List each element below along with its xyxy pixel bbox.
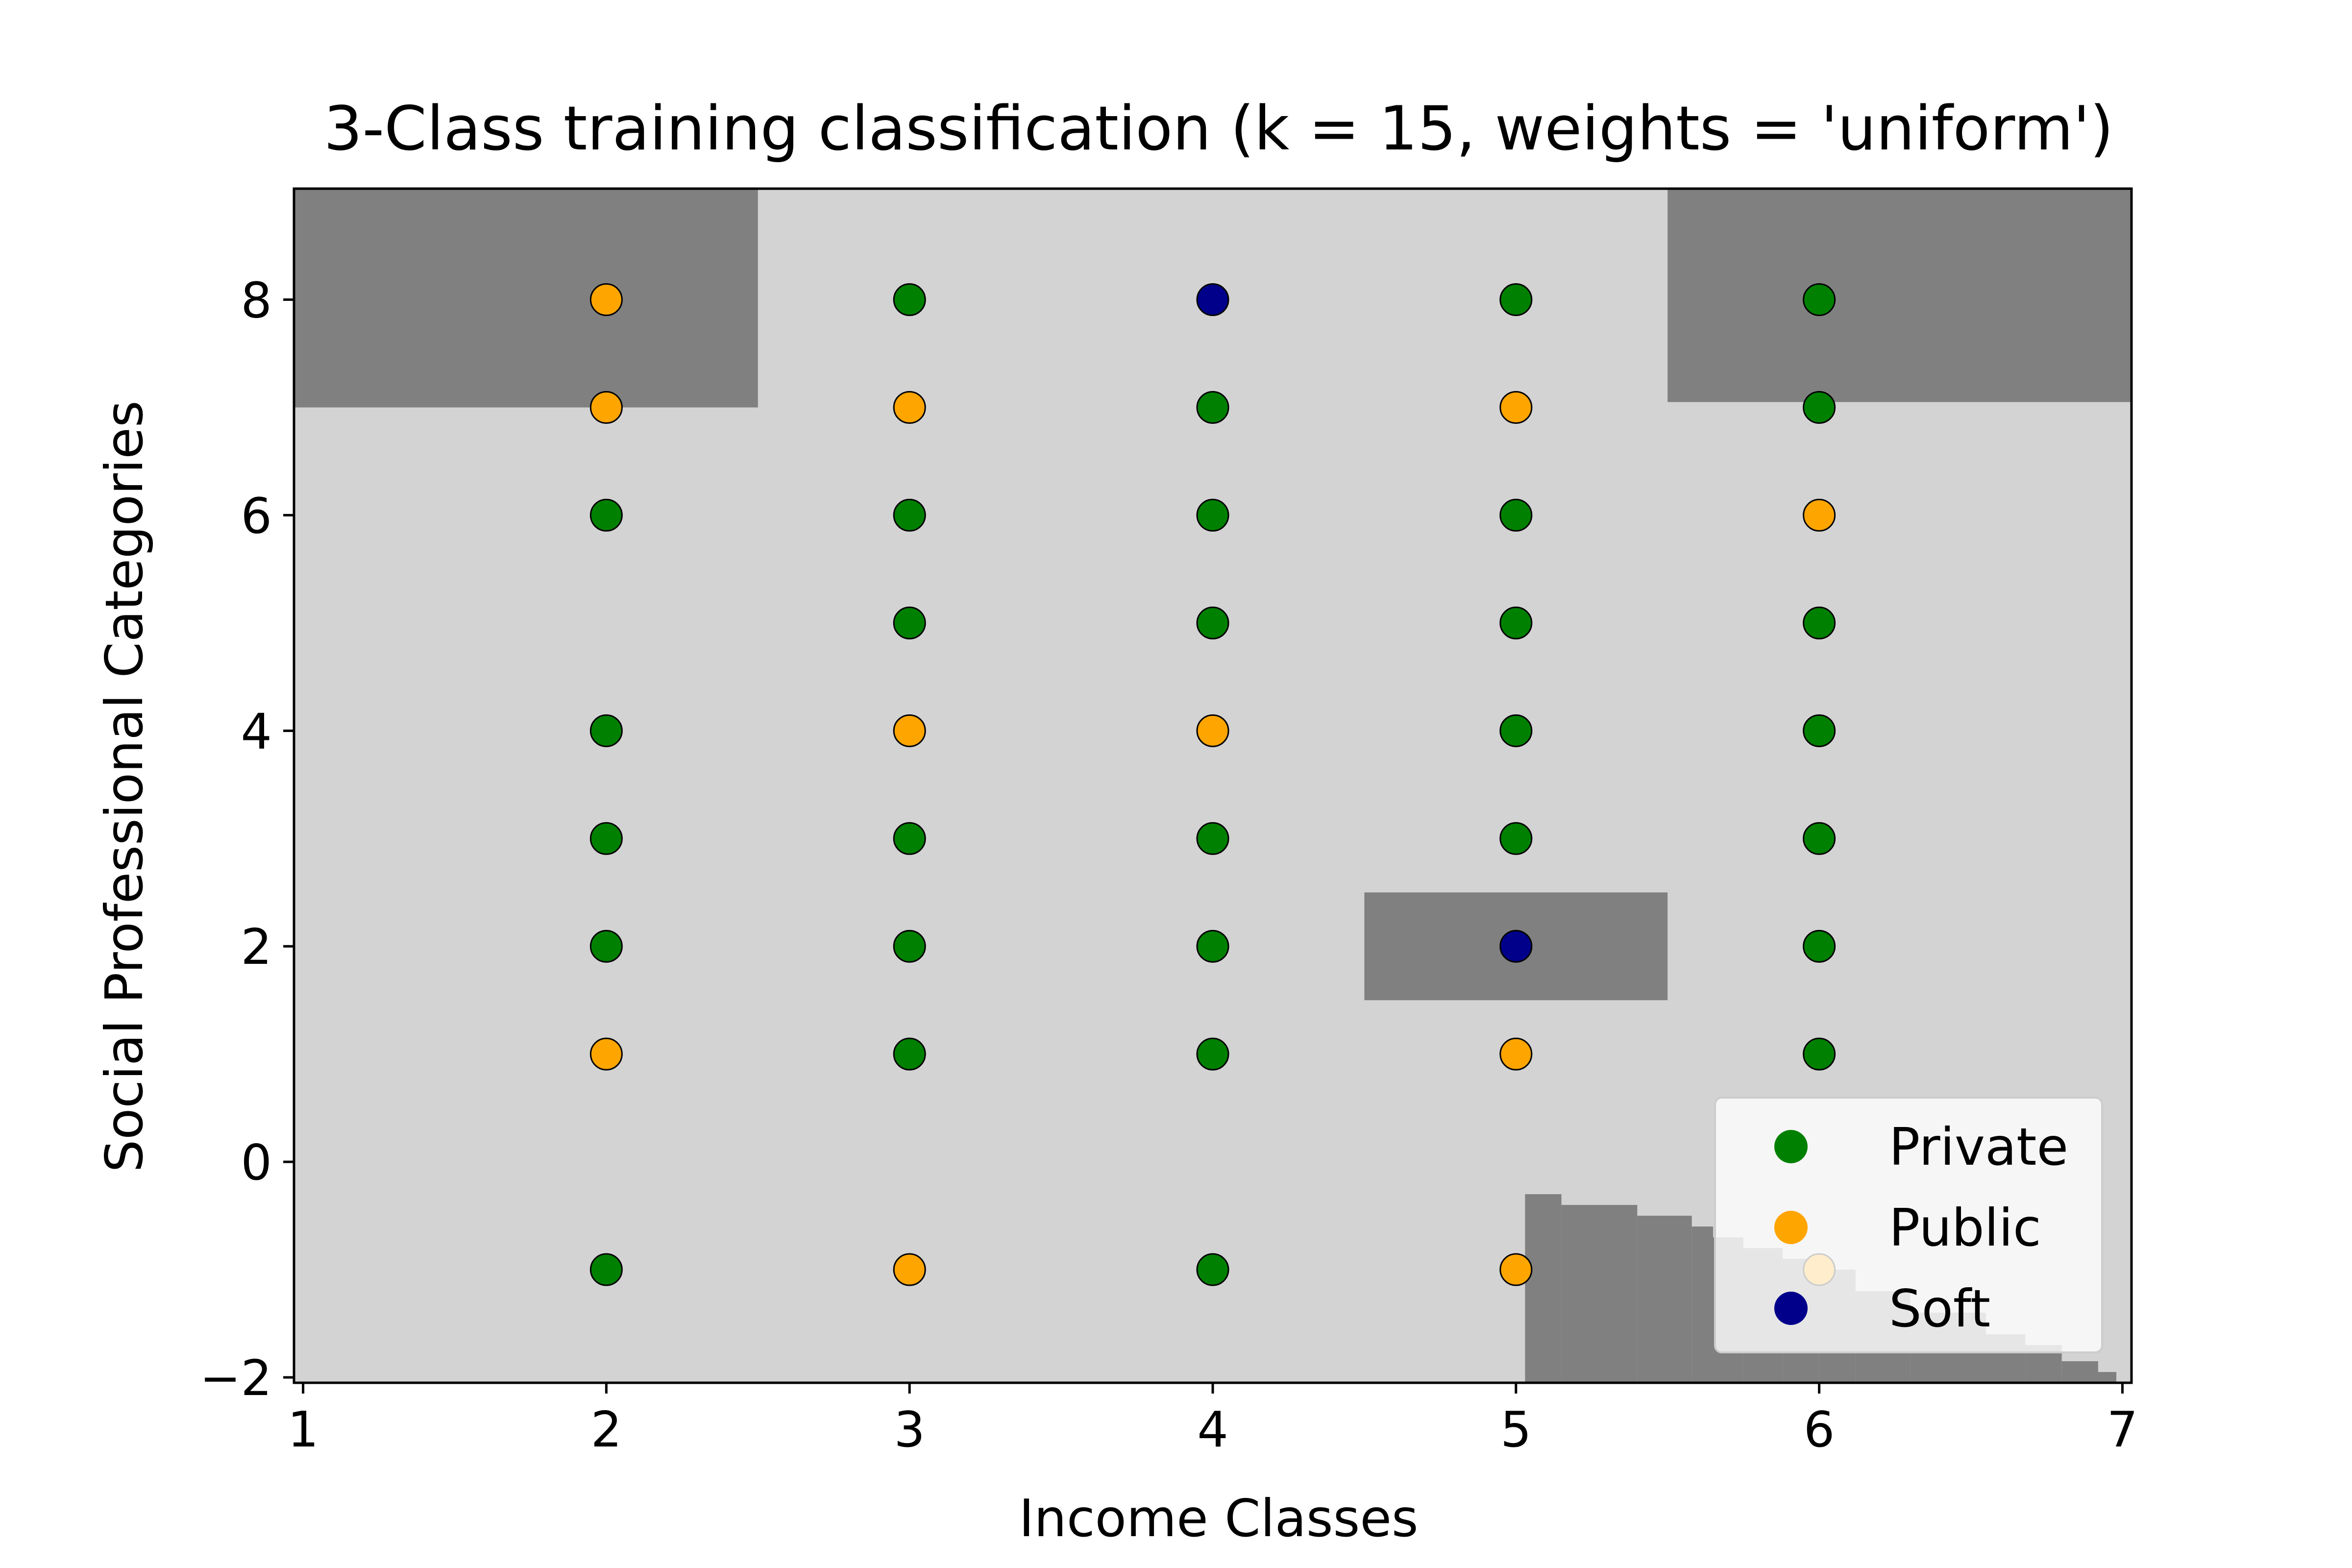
- data-point-public: [589, 391, 623, 424]
- x-axis-ticks: 1 2 3 4 5 6 7: [288, 1383, 2138, 1458]
- legend-label-public: Public: [1889, 1198, 2041, 1258]
- data-point-private: [1196, 606, 1229, 639]
- legend-marker-public: [1774, 1211, 1808, 1244]
- decision-region: [1525, 1194, 1562, 1383]
- y-tick-label: −2: [200, 1349, 272, 1407]
- x-axis-label: Income Classes: [1019, 1489, 1418, 1548]
- legend-box: [1714, 1097, 2103, 1353]
- data-point-private: [893, 930, 926, 963]
- x-tick-label: 7: [2107, 1401, 2138, 1458]
- data-point-public: [1196, 714, 1229, 747]
- data-point-private: [893, 283, 926, 317]
- x-tick-label: 5: [1500, 1401, 1532, 1458]
- data-point-private: [1803, 606, 1836, 639]
- y-tick-label: 4: [241, 703, 272, 760]
- data-point-private: [589, 498, 623, 532]
- data-point-private: [1196, 1253, 1229, 1286]
- decision-region: [1561, 1205, 1638, 1383]
- data-point-public: [893, 1253, 926, 1286]
- data-point-private: [1803, 283, 1836, 317]
- data-point-soft: [1196, 283, 1229, 317]
- data-point-public: [893, 391, 926, 424]
- data-point-private: [1499, 714, 1533, 747]
- data-point-public: [893, 714, 926, 747]
- data-point-private: [893, 606, 926, 639]
- data-point-public: [589, 283, 623, 317]
- decision-region: [1691, 1226, 1714, 1383]
- plot-area: [293, 187, 2133, 1384]
- data-point-private: [589, 930, 623, 963]
- y-tick-label: 0: [241, 1134, 272, 1191]
- decision-region: [2061, 1361, 2098, 1383]
- x-tick-label: 2: [591, 1401, 622, 1458]
- x-tick-label: 4: [1197, 1401, 1228, 1458]
- x-tick-label: 1: [288, 1401, 319, 1458]
- y-axis-ticks: −2 0 2 4 6 8: [200, 272, 294, 1407]
- data-point-private: [1499, 822, 1533, 855]
- legend-marker-soft: [1774, 1292, 1808, 1325]
- data-point-private: [589, 822, 623, 855]
- data-point-private: [589, 1253, 623, 1286]
- data-point-private: [1196, 391, 1229, 424]
- legend-marker-private: [1774, 1130, 1808, 1163]
- data-point-private: [1803, 930, 1836, 963]
- data-point-private: [1499, 283, 1533, 317]
- data-point-private: [1196, 930, 1229, 963]
- data-point-private: [893, 822, 926, 855]
- y-tick-label: 2: [241, 918, 272, 976]
- decision-region: [1637, 1216, 1692, 1383]
- data-point-private: [1803, 714, 1836, 747]
- data-point-public: [1803, 498, 1836, 532]
- data-point-private: [1803, 391, 1836, 424]
- data-point-private: [1196, 822, 1229, 855]
- data-point-private: [589, 714, 623, 747]
- legend-label-soft: Soft: [1889, 1279, 1990, 1339]
- y-axis-label: Social Professional Categories: [95, 400, 154, 1172]
- data-point-public: [589, 1037, 623, 1071]
- chart-title: 3-Class training classification (k = 15,…: [324, 94, 2114, 164]
- decision-region: [1667, 189, 2132, 402]
- decision-region: [294, 189, 758, 408]
- data-point-soft: [1499, 930, 1533, 963]
- data-point-private: [893, 498, 926, 532]
- data-point-private: [1803, 822, 1836, 855]
- legend: Private Public Soft: [1714, 1097, 2103, 1353]
- data-point-private: [1803, 1037, 1836, 1071]
- legend-label-private: Private: [1889, 1117, 2068, 1177]
- data-point-private: [1499, 606, 1533, 639]
- data-point-public: [1499, 391, 1533, 424]
- data-point-private: [893, 1037, 926, 1071]
- decision-region: [2098, 1372, 2117, 1383]
- x-tick-label: 3: [894, 1401, 925, 1458]
- data-point-public: [1499, 1253, 1533, 1286]
- y-tick-label: 6: [241, 487, 272, 544]
- data-point-private: [1196, 498, 1229, 532]
- data-point-public: [1499, 1037, 1533, 1071]
- y-tick-label: 8: [241, 272, 272, 329]
- x-tick-label: 6: [1804, 1401, 1835, 1458]
- data-point-private: [1499, 498, 1533, 532]
- data-point-private: [1196, 1037, 1229, 1071]
